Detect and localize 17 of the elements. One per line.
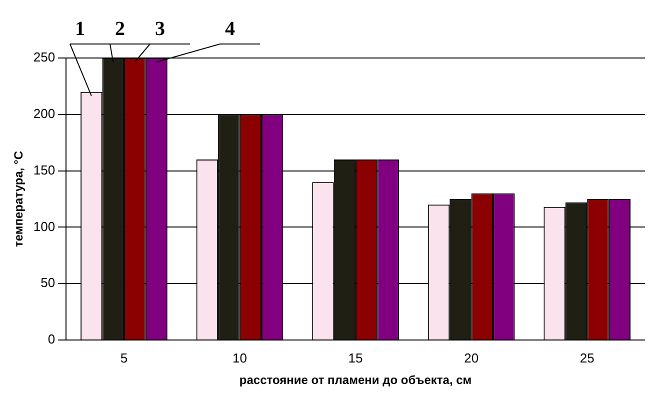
x-tick-label: 5 (120, 350, 128, 366)
y-tick-label: 250 (33, 50, 56, 65)
x-tick-label: 10 (232, 350, 247, 366)
y-tick-label: 100 (33, 218, 56, 234)
x-axis-title: расстояние от пламени до объекта, см (239, 373, 472, 388)
y-tick-label: 0 (48, 332, 56, 347)
y-tick-label: 150 (33, 162, 56, 178)
series-label: 2 (115, 18, 125, 40)
y-tick-label: 200 (33, 106, 56, 121)
y-axis-title: температура, °C (12, 150, 26, 248)
text: 1 (75, 18, 85, 40)
text: 4 (225, 18, 235, 40)
x-tick-label: 20 (464, 350, 479, 366)
x-tick-label: 15 (348, 350, 363, 366)
y-tick-label: 50 (40, 275, 56, 290)
x-tick-label: 25 (580, 350, 594, 366)
series-label: 3 (155, 18, 165, 40)
